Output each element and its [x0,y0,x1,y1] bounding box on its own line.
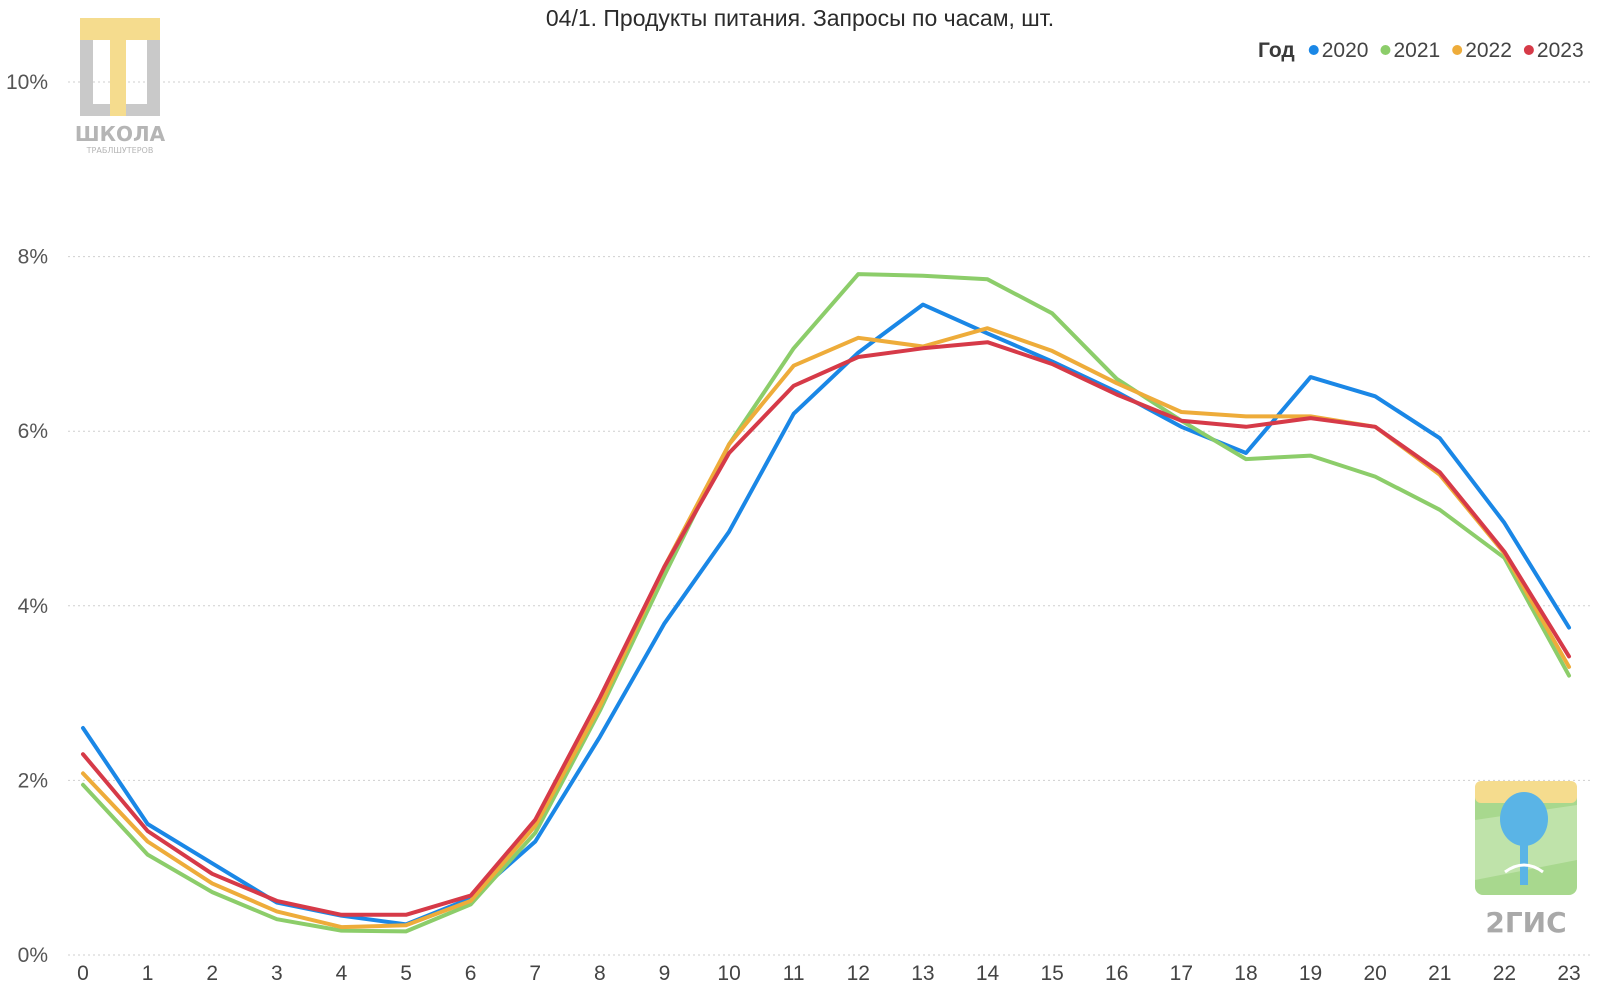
x-tick-label: 12 [847,962,870,985]
legend-label: 2020 [1322,39,1369,62]
x-tick-label: 5 [400,962,412,985]
brand-logo: 2ГИС [1475,781,1577,939]
x-tick-label: 11 [783,962,805,985]
x-tick-label: 14 [976,962,1000,985]
x-tick-label: 7 [529,962,541,985]
y-tick-label: 0% [18,944,48,967]
school-logo: ШКОЛА ТРАБЛШУТЕРОВ [75,18,166,155]
y-tick-label: 2% [18,769,48,792]
legend-label: 2023 [1537,39,1584,62]
legend: Год 2020 2021 2022 2023 [1258,39,1584,62]
x-tick-label: 3 [271,962,283,985]
x-tick-label: 19 [1299,962,1322,985]
x-tick-label: 9 [659,962,671,985]
y-axis-ticks: 0% 2% 4% 6% 8% 10% [6,71,48,967]
x-tick-label: 21 [1428,962,1451,985]
legend-marker [1380,45,1391,55]
x-tick-label: 20 [1363,962,1386,985]
brand-logo-text: 2ГИС [1485,906,1566,939]
legend-label: 2022 [1465,39,1512,62]
x-tick-label: 8 [594,962,606,985]
series-line-2021 [81,272,1571,934]
x-tick-label: 16 [1105,962,1128,985]
series-line-2023 [81,340,1571,917]
legend-marker [1308,45,1319,55]
legend-marker [1523,45,1534,55]
legend-title: Год [1258,39,1295,62]
school-logo-subtext: ТРАБЛШУТЕРОВ [86,146,154,155]
x-tick-label: 23 [1557,962,1580,985]
y-tick-label: 8% [18,246,48,269]
chart-title: 04/1. Продукты питания. Запросы по часам… [546,5,1054,31]
series-line-2022 [81,326,1571,930]
x-tick-label: 4 [336,962,348,985]
x-tick-label: 17 [1170,962,1193,985]
gridlines [68,81,1590,956]
x-tick-label: 22 [1493,962,1516,985]
x-tick-label: 13 [911,962,934,985]
x-tick-label: 0 [77,962,89,985]
y-tick-label: 4% [18,595,48,618]
school-logo-text: ШКОЛА [75,122,166,146]
series-line-2020 [81,302,1571,927]
x-tick-label: 10 [717,962,740,985]
x-tick-label: 15 [1040,962,1063,985]
x-tick-label: 18 [1234,962,1257,985]
legend-label: 2021 [1393,39,1440,62]
legend-marker [1452,45,1463,55]
x-tick-label: 6 [465,962,477,985]
y-tick-label: 10% [6,71,48,94]
x-tick-label: 1 [142,962,154,985]
y-tick-label: 6% [18,420,48,443]
x-axis-ticks: 0 1 2 3 4 5 6 7 8 9 10 11 12 13 14 15 16 17 18 19 20 21 22 23 [77,962,1581,985]
x-tick-label: 2 [206,962,218,985]
series-lines [81,272,1571,934]
